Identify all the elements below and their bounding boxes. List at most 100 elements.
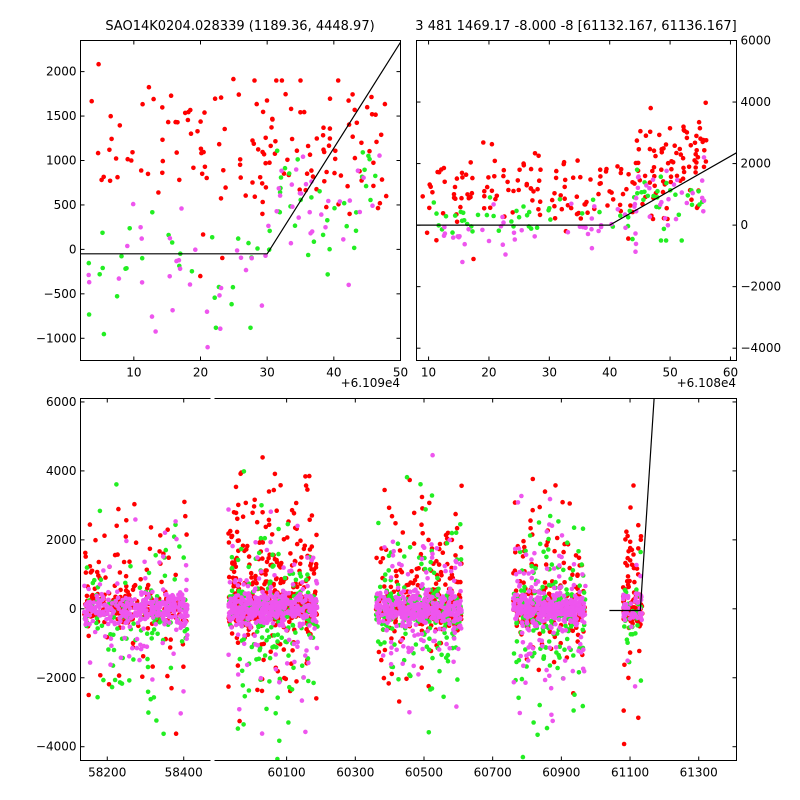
data-point-magenta bbox=[407, 710, 412, 715]
data-point-red bbox=[374, 555, 379, 561]
data-point-red bbox=[623, 537, 628, 542]
data-point-magenta bbox=[625, 658, 630, 663]
data-point-red bbox=[103, 575, 108, 580]
data-point-green bbox=[100, 265, 105, 271]
data-point-magenta bbox=[135, 620, 141, 626]
x-tick-label: 60900 bbox=[542, 766, 580, 780]
data-point-magenta bbox=[292, 600, 298, 606]
data-point-magenta bbox=[235, 605, 240, 611]
data-point-magenta bbox=[592, 204, 597, 209]
data-point-magenta bbox=[458, 626, 464, 631]
data-point-magenta bbox=[120, 597, 125, 603]
data-point-magenta bbox=[633, 249, 638, 254]
data-point-red bbox=[226, 540, 232, 545]
data-point-magenta bbox=[547, 496, 553, 502]
data-point-magenta bbox=[310, 555, 316, 561]
data-point-magenta bbox=[530, 601, 535, 606]
data-point-magenta bbox=[435, 592, 440, 598]
data-point-red bbox=[96, 61, 101, 67]
data-point-red bbox=[124, 518, 129, 523]
data-point-red bbox=[307, 517, 313, 523]
data-point-magenta bbox=[623, 225, 628, 231]
data-point-magenta bbox=[240, 615, 245, 620]
data-point-green bbox=[177, 544, 182, 549]
data-point-green bbox=[124, 266, 129, 271]
data-point-red bbox=[684, 135, 690, 141]
data-point-red bbox=[260, 149, 265, 155]
data-point-red bbox=[411, 541, 417, 546]
data-point-magenta bbox=[109, 643, 114, 648]
data-point-magenta bbox=[421, 545, 427, 550]
data-point-red bbox=[157, 549, 162, 554]
data-point-magenta bbox=[389, 645, 394, 650]
data-point-magenta bbox=[454, 610, 460, 615]
data-point-red bbox=[439, 573, 444, 578]
data-point-red bbox=[271, 487, 277, 493]
data-point-green bbox=[182, 628, 188, 634]
data-point-magenta bbox=[252, 633, 257, 638]
data-point-magenta bbox=[240, 620, 245, 625]
data-point-red bbox=[442, 179, 448, 185]
data-point-magenta bbox=[296, 215, 302, 220]
data-point-red bbox=[311, 571, 317, 576]
data-point-red bbox=[481, 140, 486, 145]
data-point-green bbox=[458, 557, 464, 562]
data-point-red bbox=[686, 164, 692, 170]
data-point-green bbox=[437, 640, 442, 646]
data-point-magenta bbox=[399, 563, 404, 568]
data-point-red bbox=[570, 572, 575, 577]
data-point-red bbox=[610, 197, 616, 202]
data-point-magenta bbox=[173, 614, 178, 619]
data-point-red bbox=[279, 78, 285, 83]
data-point-magenta bbox=[412, 607, 418, 612]
data-point-red bbox=[199, 171, 205, 177]
data-point-red bbox=[650, 168, 655, 174]
data-point-red bbox=[552, 191, 557, 196]
data-point-red bbox=[458, 579, 463, 585]
data-point-red bbox=[288, 106, 294, 112]
data-point-green bbox=[161, 731, 166, 737]
data-point-green bbox=[145, 656, 150, 662]
data-point-green bbox=[229, 301, 234, 307]
data-point-magenta bbox=[270, 620, 276, 626]
data-point-red bbox=[335, 78, 341, 83]
data-point-magenta bbox=[524, 619, 530, 625]
data-point-green bbox=[568, 576, 573, 581]
data-point-magenta bbox=[440, 615, 446, 621]
data-point-green bbox=[568, 624, 574, 629]
data-point-red bbox=[521, 538, 526, 544]
data-point-magenta bbox=[259, 617, 265, 623]
data-point-magenta bbox=[91, 600, 96, 605]
data-point-magenta bbox=[232, 599, 238, 605]
data-point-green bbox=[402, 554, 407, 559]
data-point-magenta bbox=[633, 231, 638, 236]
data-point-magenta bbox=[583, 583, 588, 589]
data-point-green bbox=[123, 580, 128, 586]
data-point-magenta bbox=[108, 636, 114, 641]
data-point-green bbox=[119, 253, 124, 259]
data-point-magenta bbox=[244, 578, 249, 583]
data-point-red bbox=[561, 560, 567, 566]
data-point-red bbox=[674, 150, 679, 156]
data-point-red bbox=[274, 78, 279, 83]
data-point-green bbox=[277, 738, 282, 744]
data-point-red bbox=[695, 155, 701, 160]
data-point-green bbox=[101, 331, 107, 337]
data-point-red bbox=[694, 133, 699, 139]
data-point-magenta bbox=[503, 252, 508, 257]
data-point-magenta bbox=[632, 684, 638, 689]
data-point-green bbox=[547, 663, 553, 668]
data-point-green bbox=[431, 200, 437, 205]
data-point-green bbox=[363, 183, 369, 189]
data-point-red bbox=[702, 148, 707, 153]
data-point-magenta bbox=[169, 615, 174, 620]
data-point-green bbox=[246, 688, 252, 693]
data-point-green bbox=[450, 230, 455, 235]
data-point-red bbox=[140, 654, 146, 659]
data-point-magenta bbox=[258, 675, 264, 681]
data-point-green bbox=[676, 212, 682, 218]
data-point-magenta bbox=[515, 500, 521, 505]
data-point-red bbox=[181, 664, 186, 669]
data-point-green bbox=[435, 575, 440, 581]
data-point-green bbox=[546, 536, 551, 542]
